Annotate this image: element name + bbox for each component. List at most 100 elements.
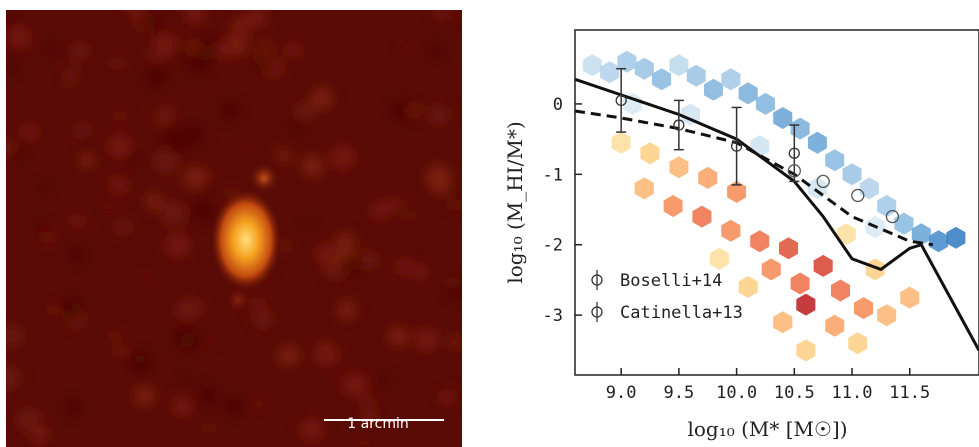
noise-speck <box>213 42 231 59</box>
noise-speck <box>223 396 244 417</box>
noise-speck <box>79 152 96 169</box>
hexbin-cell <box>796 339 816 362</box>
noise-speck <box>183 166 206 189</box>
hexbin-cell <box>634 177 654 200</box>
noise-speck <box>6 324 24 348</box>
noise-speck <box>165 233 191 259</box>
hexbin-cell <box>709 247 729 270</box>
noise-speck <box>311 87 333 109</box>
noise-speck <box>379 373 391 384</box>
noise-speck <box>162 128 188 154</box>
noise-speck <box>111 56 125 71</box>
noise-speck <box>407 104 419 116</box>
noise-speck <box>34 221 47 234</box>
noise-speck <box>73 122 91 139</box>
noise-speck <box>449 198 462 211</box>
legend-label: Catinella+13 <box>620 303 743 323</box>
hexbin-cell <box>704 78 723 101</box>
noise-speck <box>153 148 180 175</box>
noise-speck <box>252 308 274 329</box>
noise-speck <box>403 41 413 51</box>
hexbin-cell <box>859 177 879 200</box>
line-layer <box>574 77 979 352</box>
noise-speck <box>41 231 54 244</box>
noise-speck <box>457 12 462 21</box>
scale-bar-label: 1 arcmin <box>347 416 409 432</box>
noise-speck <box>6 59 20 74</box>
noise-speck <box>278 344 299 366</box>
hexbin-cell <box>825 314 845 337</box>
noise-speck <box>233 17 249 33</box>
noise-speck <box>31 426 50 445</box>
hexbin-cell <box>634 57 654 80</box>
noise-speck <box>259 41 271 53</box>
noise-speck <box>361 395 375 409</box>
noise-speck <box>21 123 39 141</box>
noise-speck <box>295 101 317 123</box>
noise-speck <box>388 326 409 347</box>
hexbin-cell <box>750 230 770 253</box>
noise-speck <box>439 389 455 405</box>
noise-speck <box>320 339 331 350</box>
x-tick-label: 10.5 <box>774 383 815 403</box>
hexbin-cell <box>652 68 672 91</box>
noise-speck <box>6 12 16 24</box>
noise-speck <box>257 56 273 72</box>
hexbin-cell <box>929 230 949 253</box>
noise-speck <box>315 242 339 266</box>
hexbin-cell <box>796 293 816 316</box>
hexbin-cell <box>582 54 602 77</box>
data-point <box>788 147 800 159</box>
legend-marker <box>591 274 603 286</box>
hexbin-cell <box>738 82 758 105</box>
noise-speck <box>434 10 450 21</box>
noise-speck <box>145 193 163 210</box>
noise-speck <box>171 395 193 417</box>
noise-speck <box>242 143 251 152</box>
hexbin-cell <box>727 180 747 203</box>
hexbin-cell <box>894 212 914 235</box>
noise-speck <box>161 201 188 227</box>
hexbin-cell <box>611 131 631 154</box>
hexbin-cell <box>617 50 637 73</box>
noise-speck <box>70 214 85 228</box>
hexbin-cell <box>663 195 683 217</box>
noise-speck <box>253 398 264 409</box>
hexbin-cell <box>790 117 810 140</box>
galaxy-image-panel <box>6 10 462 447</box>
noise-speck <box>181 372 192 383</box>
noise-speck <box>48 304 60 316</box>
noise-speck <box>186 50 211 75</box>
noise-speck <box>403 209 416 222</box>
hexbin-cell <box>900 286 920 309</box>
noise-speck <box>302 219 313 230</box>
noise-speck <box>359 251 379 270</box>
noise-speck <box>129 353 152 375</box>
noise-speck <box>156 112 170 125</box>
hexbin-cell <box>773 107 793 129</box>
data-point <box>673 119 685 131</box>
noise-speck <box>412 264 428 280</box>
noise-speck <box>147 46 164 63</box>
noise-speck <box>142 274 152 284</box>
noise-speck <box>198 385 219 407</box>
noise-speck <box>64 398 82 417</box>
hexbin-cell <box>831 279 850 302</box>
noise-speck <box>281 241 291 251</box>
noise-speck <box>314 341 339 367</box>
tick-layer: 9.0 9.5 10.0 10.5 11.0 11.5 0 -1 -2 -3 <box>543 95 931 403</box>
hexbin-cell <box>854 297 874 320</box>
noise-speck <box>127 10 144 19</box>
noise-speck <box>391 98 414 122</box>
noise-speck <box>446 275 459 289</box>
noise-speck <box>7 25 30 48</box>
noise-speck <box>103 202 113 212</box>
noise-speck <box>40 181 51 192</box>
hexbin-cell <box>848 332 868 355</box>
legend: Boselli+14 Catinella+13 <box>591 270 743 323</box>
x-tick-label: 11.5 <box>889 383 930 403</box>
hexbin-cell <box>698 166 718 189</box>
noise-speck <box>432 177 450 195</box>
noise-speck <box>114 218 132 236</box>
hexbin-cell <box>640 142 660 165</box>
